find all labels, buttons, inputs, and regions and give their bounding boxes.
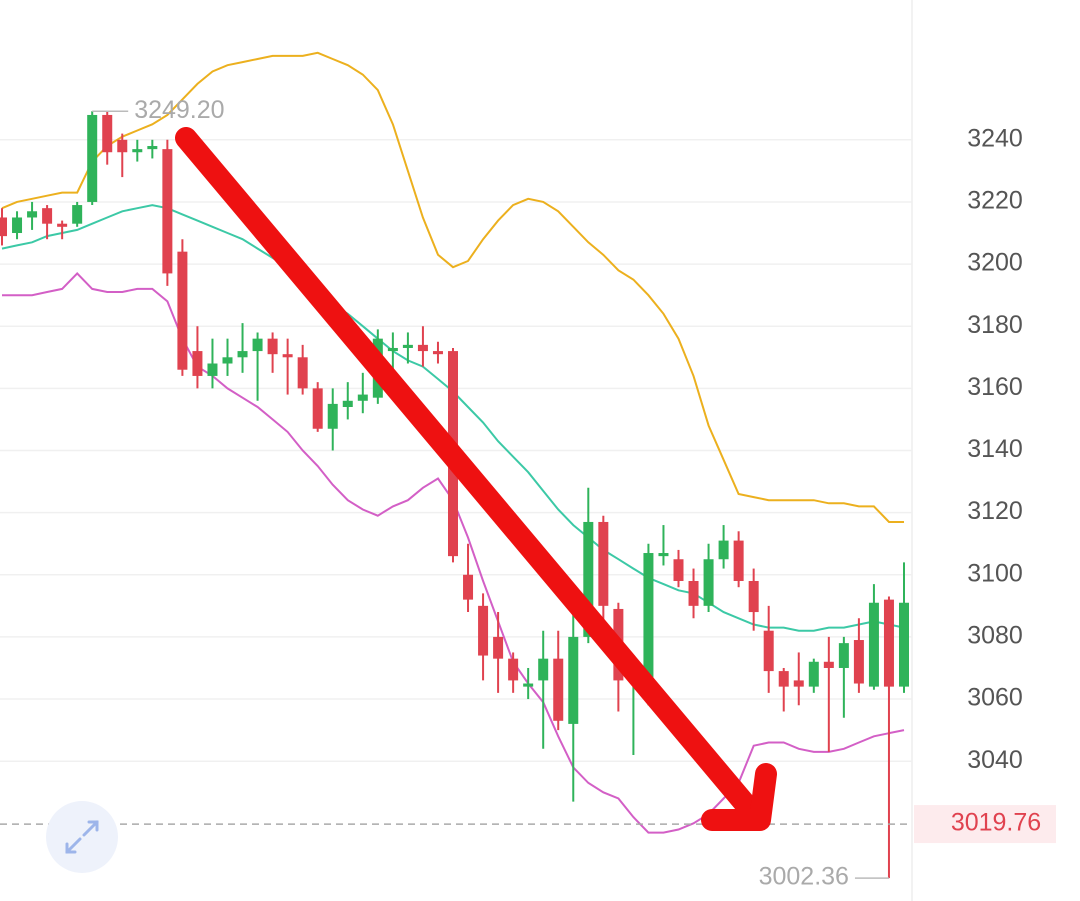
candle-body [899,602,909,687]
candle-body [282,354,293,358]
candle-body [222,357,233,364]
candle-body [12,217,23,234]
candle-body [583,521,594,637]
candle-body [177,251,188,370]
candle-body [673,559,684,581]
candle-body [778,671,789,687]
candle-body [402,344,413,348]
candle-body [823,661,834,668]
y-tick-label: 3060 [967,684,1023,712]
candle-body [748,580,759,613]
y-tick-label: 3200 [967,249,1023,277]
candle-body [192,351,203,376]
candle-body [478,605,489,656]
candle-body [838,643,849,668]
candle-body [0,217,7,237]
candle-body [508,658,519,681]
candle-body [432,351,443,355]
candle-body [267,338,278,355]
candle-body [793,680,804,687]
candle-body [357,394,368,401]
candle-body [87,114,98,202]
candle-body [57,223,68,227]
candle-body [883,599,894,687]
candle-body [643,553,654,681]
candle-body [703,559,714,606]
band-line [1,51,904,523]
last-price-box [914,805,1056,844]
candle-body [417,344,428,352]
candle-body [718,540,729,560]
y-tick-label: 3100 [967,559,1023,587]
candle-body [493,636,504,659]
candle-body [568,636,579,724]
y-tick-label: 3080 [967,622,1023,650]
y-tick-label: 3120 [967,497,1023,525]
arrow-shaft [175,127,763,823]
candle-body [132,149,143,153]
y-tick-label: 3160 [967,373,1023,401]
y-tick-label: 3240 [967,124,1023,152]
candle-body [207,363,218,376]
candle-body [327,403,338,429]
candle-body [387,347,398,352]
candle-body [312,388,323,429]
candle-body [162,149,173,274]
max-label: 3249.20 [134,96,224,124]
candle-body [27,211,38,218]
y-tick-label: 3220 [967,187,1023,215]
candle-body [297,357,308,389]
candle-body [538,658,549,681]
candle-body [252,338,263,352]
candle-body [523,683,534,687]
last-price-label: 3019.76 [951,809,1041,837]
trend-arrow [175,127,777,831]
candle-body [117,139,128,153]
candle-body [808,661,819,687]
expand-bg[interactable] [46,801,118,873]
min-label: 3002.36 [759,863,849,891]
y-tick-label: 3040 [967,746,1023,774]
y-tick-label: 3180 [967,311,1023,339]
expand-button[interactable] [46,801,118,873]
candle-body [42,208,53,224]
candle-body [237,351,248,358]
candle-body [102,114,113,153]
candle-body [763,630,774,672]
candle-body [463,574,474,600]
candle-body [598,521,609,606]
candle-body [853,640,864,684]
arrow-head [701,763,777,831]
candle-body [342,400,353,408]
expand-icon[interactable] [65,820,99,854]
y-tick-label: 3140 [967,435,1023,463]
candle-body [147,146,158,150]
candle-body [688,580,699,606]
candle-body [658,553,669,557]
candle-body [72,205,83,224]
candle-body [733,540,744,581]
candle-body [553,658,564,721]
candle-body [868,602,879,687]
